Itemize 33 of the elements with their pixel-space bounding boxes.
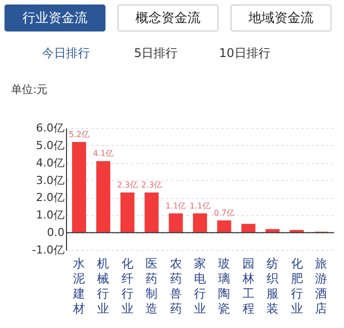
y-tick-label: -1.0亿 [32,244,64,256]
data-label: 5.2亿 [68,130,90,139]
x-tick-label: 水泥建材 [72,256,86,316]
y-axis-title: 单位:元 [11,83,48,96]
data-label: 4.1亿 [92,149,114,158]
y-tick-label: 0.0 [47,226,64,240]
text: 今日排行 [42,46,90,60]
text: 地域资金流 [248,10,314,26]
x-tick-label: 医药制造 [146,256,158,316]
text: 5日排行 [134,46,178,60]
x-tick-label: 园林工程 [241,256,254,316]
y-tick-label: 2.0亿 [36,191,64,204]
x-tick-label: 旅游酒店 [314,256,327,316]
data-label: 1.1亿 [190,201,210,210]
data-label: 2.3亿 [117,180,138,190]
x-tick-label: 纺织服装 [266,256,279,316]
data-label: 2.3亿 [141,180,162,190]
y-tick-label: 5.0亿 [36,138,64,152]
x-tick-label: 化纤行业 [121,256,134,316]
x-tick-label: 农药兽药 [170,256,182,316]
y-tick-label: 3.0亿 [36,174,64,187]
x-tick-label: 化肥行业 [290,256,303,316]
text: 行业资金流 [22,10,88,26]
y-tick-label: 1.0亿 [36,208,64,222]
y-tick-label: 6.0亿 [36,122,64,134]
text: 概念资金流 [136,10,200,26]
x-tick-label: 玻璃陶瓷 [218,256,230,316]
data-label: 0.7亿 [214,208,235,218]
x-tick-label: 家电行业 [194,256,206,316]
x-tick-label: 机械行业 [97,256,110,316]
y-tick-label: 4.0亿 [36,156,64,170]
text: 10日排行 [219,46,270,60]
data-label: 1.1亿 [165,201,186,210]
